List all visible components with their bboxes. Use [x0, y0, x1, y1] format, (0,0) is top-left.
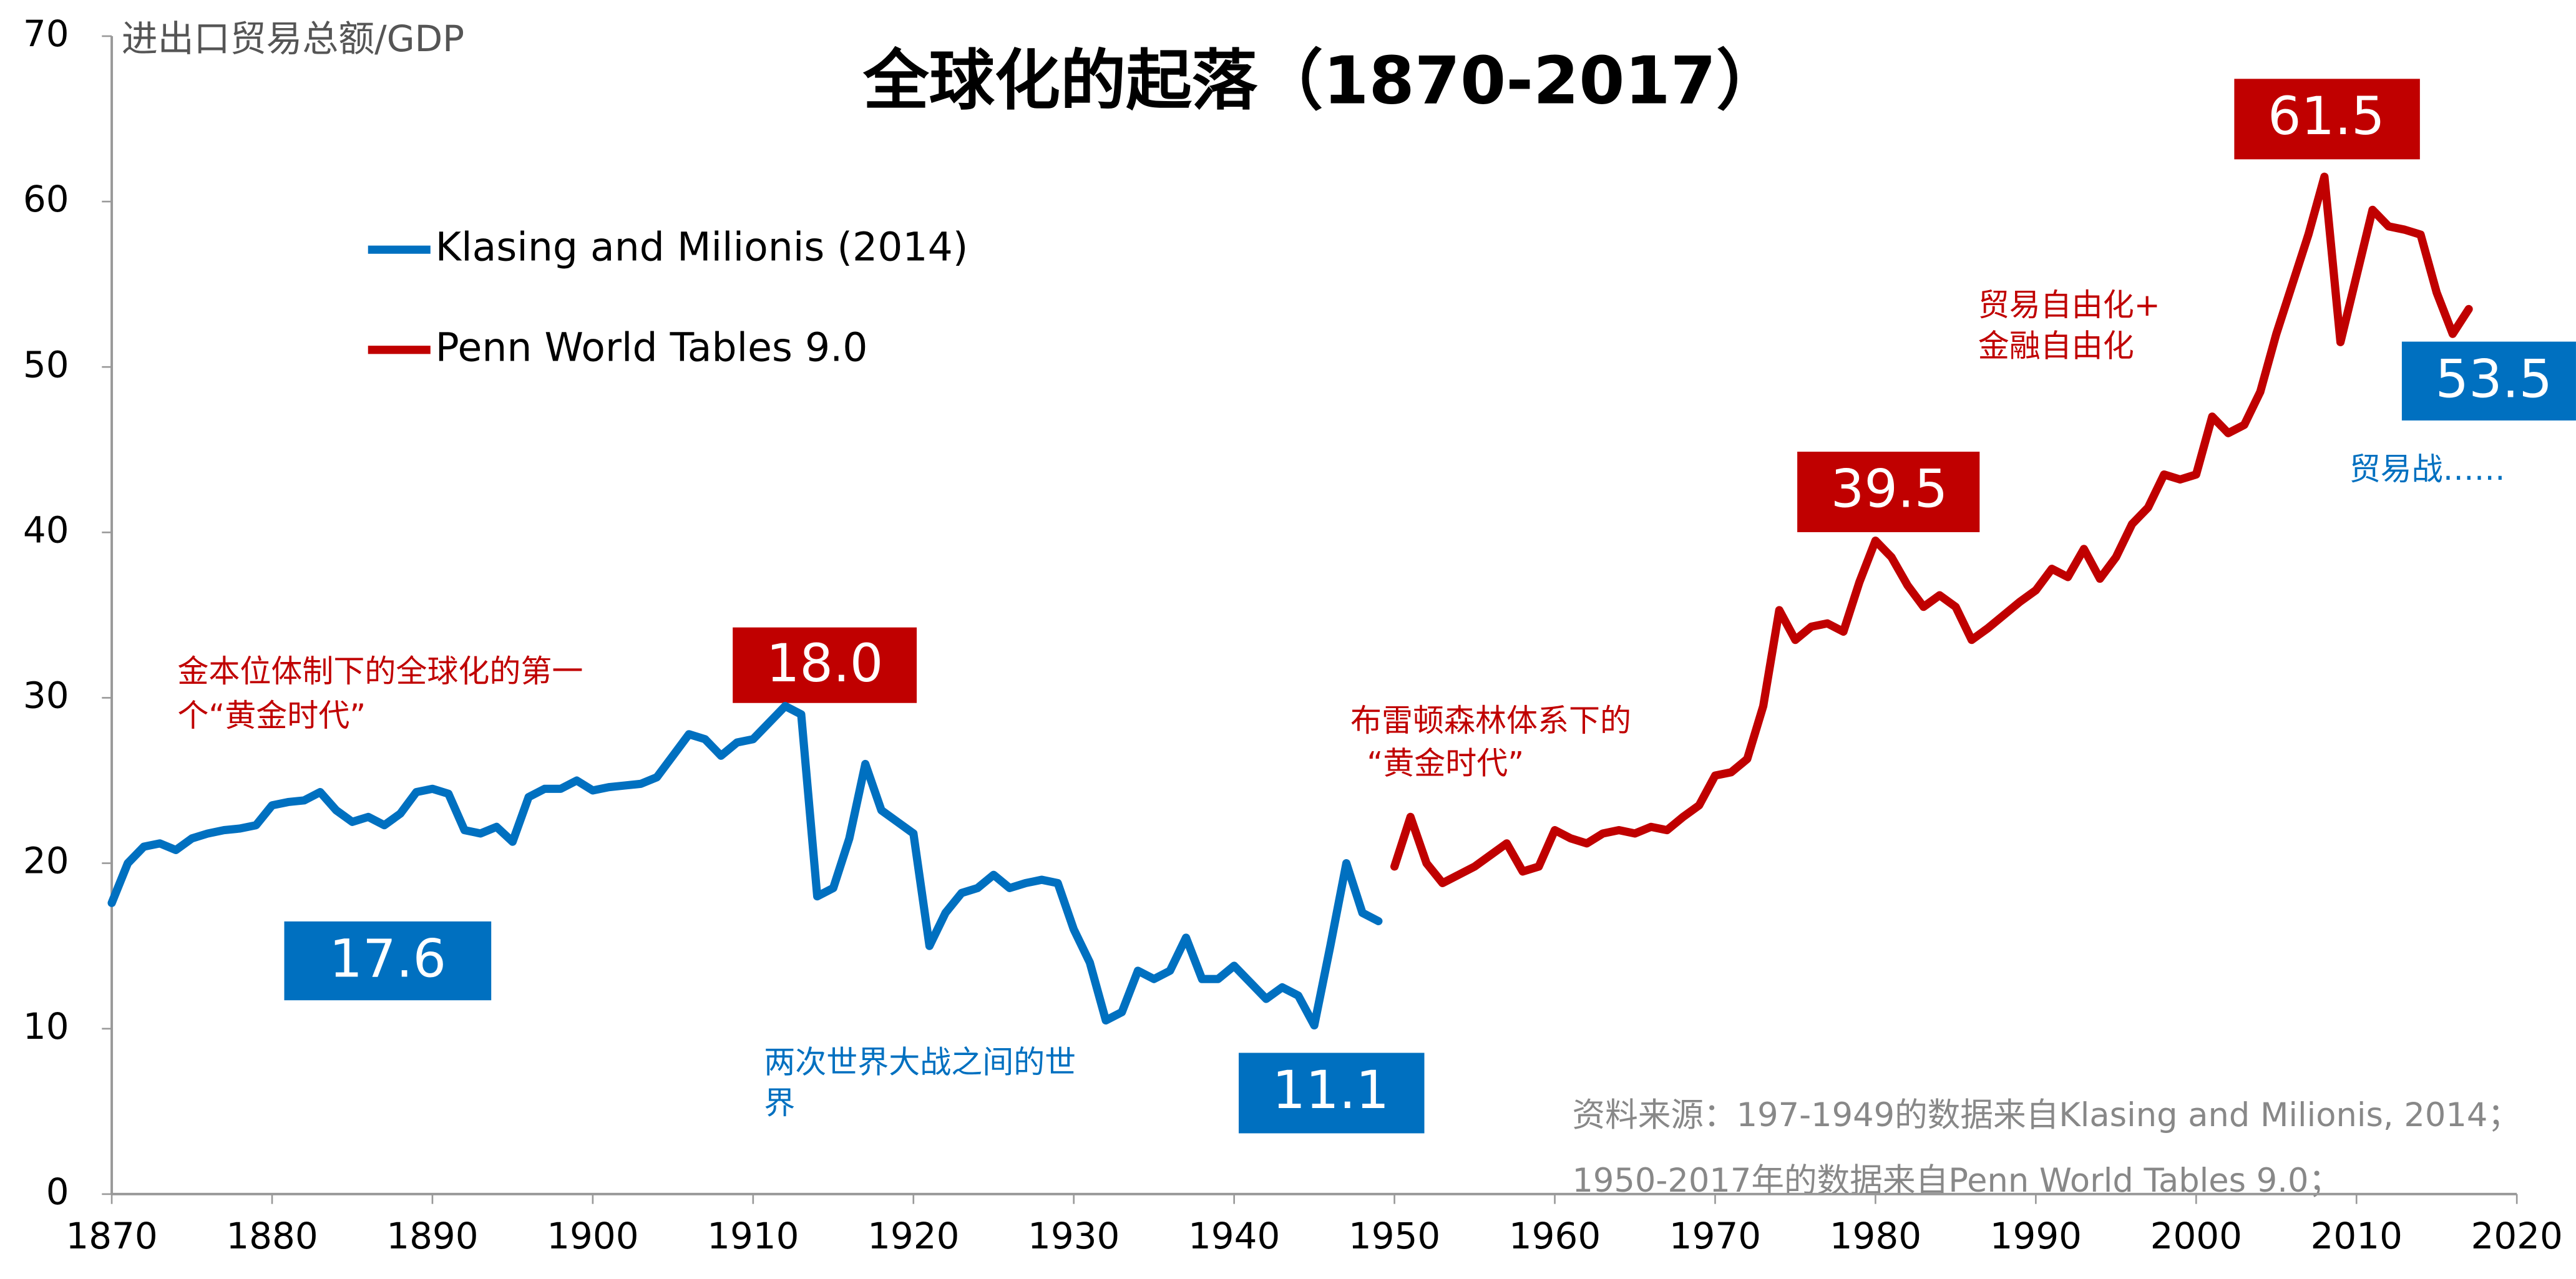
x-tick-label: 1990 [1990, 1215, 2082, 1257]
x-tick-label: 2000 [2150, 1215, 2242, 1257]
value-box-label: 11.1 [1272, 1059, 1390, 1121]
y-tick-label: 60 [23, 178, 69, 220]
x-tick-label: 1940 [1188, 1215, 1280, 1257]
x-tick-label: 2010 [2311, 1215, 2403, 1257]
annotation: 贸易自由化+ [1978, 287, 2160, 323]
value-box-label: 39.5 [1831, 459, 1948, 520]
x-tick-label: 1970 [1669, 1215, 1761, 1257]
annotation: 界 [764, 1085, 795, 1121]
annotation: 布雷顿森林体系下的 [1350, 703, 1631, 739]
series-line [1390, 172, 2473, 888]
value-box [284, 921, 492, 1001]
legend-label: Penn World Tables 9.0 [436, 324, 868, 370]
value-box [2401, 341, 2576, 421]
value-box-label: 53.5 [2436, 348, 2553, 409]
y-tick-label: 0 [46, 1170, 69, 1213]
y-tick-label: 10 [23, 1005, 69, 1048]
annotation: 贸易战…… [2349, 451, 2505, 487]
y-tick-label: 50 [23, 343, 69, 386]
x-tick-label: 1930 [1028, 1215, 1120, 1257]
value-box-label: 18.0 [766, 633, 884, 694]
series-line [107, 702, 1383, 1030]
x-tick-label: 1910 [707, 1215, 799, 1257]
annotation: 两次世界大战之间的世 [764, 1044, 1076, 1080]
x-tick-label: 1920 [867, 1215, 959, 1257]
annotation: 金本位体制下的全球化的第一 [177, 653, 583, 689]
y-tick-label: 30 [23, 674, 69, 717]
x-tick-label: 1890 [386, 1215, 478, 1257]
y-tick-label: 70 [23, 12, 69, 55]
value-box [733, 627, 917, 703]
x-tick-label: 2020 [2471, 1215, 2562, 1257]
annotation: 金融自由化 [1978, 328, 2134, 364]
x-tick-label: 1980 [1830, 1215, 1921, 1257]
value-box [1239, 1053, 1425, 1134]
value-box [1797, 451, 1980, 532]
x-tick-label: 1880 [226, 1215, 318, 1257]
value-box [2234, 79, 2420, 160]
y-tick-label: 20 [23, 840, 69, 882]
annotation: “黄金时代” [1367, 745, 1524, 781]
chart-title: 全球化的起落（1870-2017） [862, 42, 1782, 119]
x-tick-label: 1960 [1509, 1215, 1601, 1257]
x-tick-label: 1900 [547, 1215, 638, 1257]
x-tick-label: 1950 [1349, 1215, 1440, 1257]
legend-label: Klasing and Milionis (2014) [436, 224, 968, 270]
value-box-label: 17.6 [329, 928, 447, 990]
value-box-label: 61.5 [2268, 85, 2385, 147]
y-axis-label: 进出口贸易总额/GDP [122, 17, 464, 60]
source-note: 资料来源：197-1949的数据来自Klasing and Milionis, … [1572, 1096, 2520, 1134]
annotation: 个“黄金时代” [177, 698, 366, 734]
x-tick-label: 1870 [66, 1215, 157, 1257]
y-tick-label: 40 [23, 508, 69, 551]
